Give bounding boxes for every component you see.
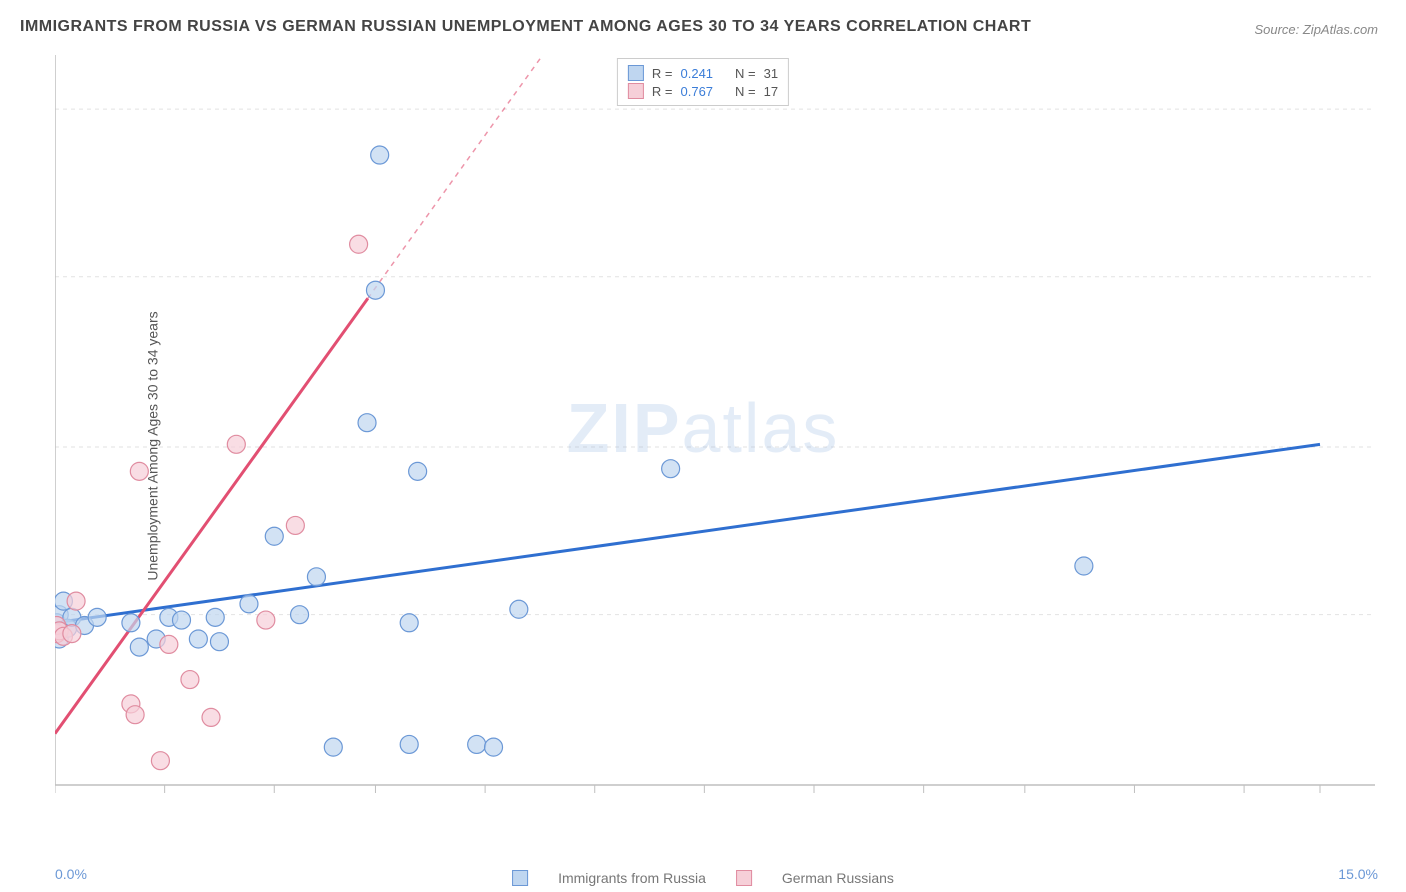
- chart-svg: [55, 55, 1375, 830]
- swatch-icon: [512, 870, 528, 886]
- correlation-legend: R = 0.241 N = 31 R = 0.767 N = 17: [617, 58, 789, 106]
- source-attribution: Source: ZipAtlas.com: [1254, 22, 1378, 37]
- r-value: 0.767: [680, 84, 713, 99]
- chart-title: IMMIGRANTS FROM RUSSIA VS GERMAN RUSSIAN…: [20, 18, 1031, 36]
- swatch-icon: [628, 83, 644, 99]
- r-value: 0.241: [680, 66, 713, 81]
- x-tick-label: 15.0%: [1338, 866, 1378, 882]
- legend-row-series-b: R = 0.767 N = 17: [628, 83, 778, 99]
- swatch-icon: [736, 870, 752, 886]
- chart-container: IMMIGRANTS FROM RUSSIA VS GERMAN RUSSIAN…: [0, 0, 1406, 892]
- swatch-icon: [628, 65, 644, 81]
- x-tick-label: 0.0%: [55, 866, 87, 882]
- n-value: 31: [764, 66, 778, 81]
- legend-row-series-a: R = 0.241 N = 31: [628, 65, 778, 81]
- legend-label: Immigrants from Russia: [558, 870, 706, 886]
- series-legend: Immigrants from Russia German Russians: [512, 870, 894, 886]
- plot-area: [55, 55, 1375, 830]
- legend-label: German Russians: [782, 870, 894, 886]
- n-value: 17: [764, 84, 778, 99]
